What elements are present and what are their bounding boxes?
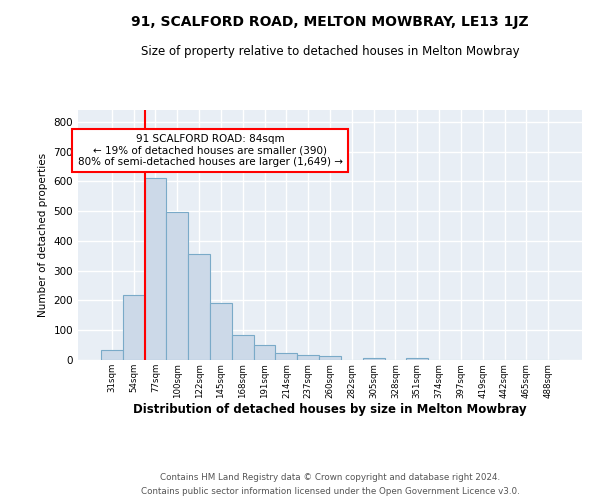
Text: Size of property relative to detached houses in Melton Mowbray: Size of property relative to detached ho… xyxy=(140,45,520,58)
Bar xyxy=(145,178,166,360)
Bar xyxy=(188,254,210,360)
Bar xyxy=(210,304,232,360)
Bar xyxy=(319,356,341,360)
Text: 91, SCALFORD ROAD, MELTON MOWBRAY, LE13 1JZ: 91, SCALFORD ROAD, MELTON MOWBRAY, LE13 … xyxy=(131,15,529,29)
Text: Distribution of detached houses by size in Melton Mowbray: Distribution of detached houses by size … xyxy=(133,402,527,415)
Bar xyxy=(254,345,275,360)
Text: Contains public sector information licensed under the Open Government Licence v3: Contains public sector information licen… xyxy=(140,488,520,496)
Bar xyxy=(232,334,254,360)
Y-axis label: Number of detached properties: Number of detached properties xyxy=(38,153,48,317)
Bar xyxy=(101,350,123,360)
Bar xyxy=(123,294,145,360)
Text: Contains HM Land Registry data © Crown copyright and database right 2024.: Contains HM Land Registry data © Crown c… xyxy=(160,472,500,482)
Bar xyxy=(297,354,319,360)
Bar xyxy=(166,212,188,360)
Bar xyxy=(406,358,428,360)
Bar xyxy=(363,358,385,360)
Bar xyxy=(275,353,297,360)
Text: 91 SCALFORD ROAD: 84sqm
← 19% of detached houses are smaller (390)
80% of semi-d: 91 SCALFORD ROAD: 84sqm ← 19% of detache… xyxy=(77,134,343,167)
